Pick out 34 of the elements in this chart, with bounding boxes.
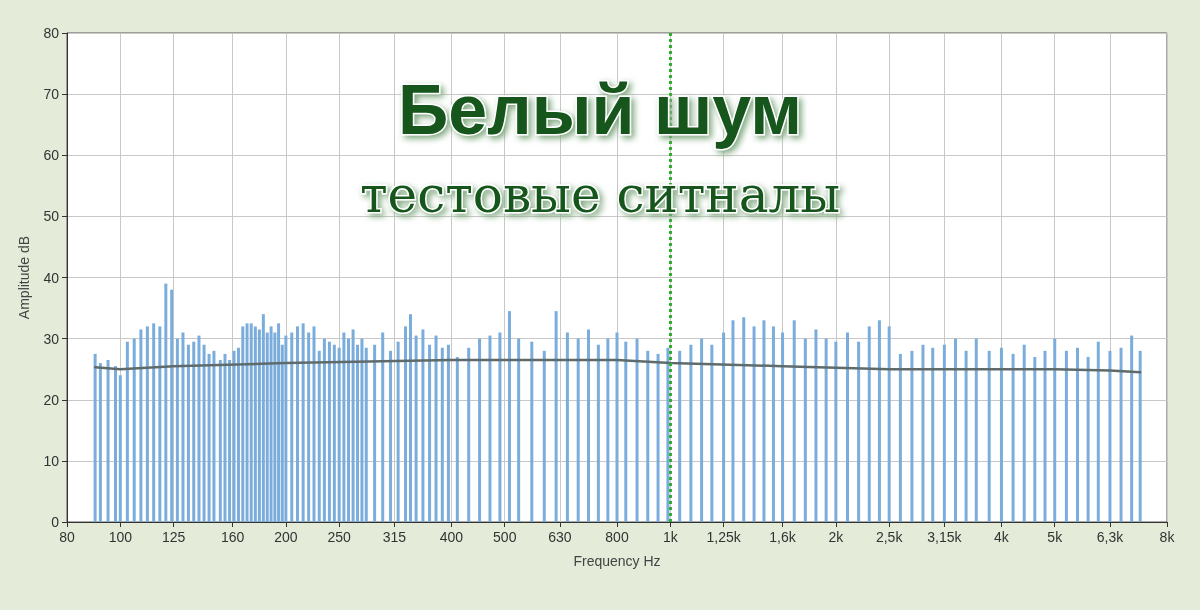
x-tick-label: 125 — [161, 529, 186, 545]
x-tick-label: 1k — [662, 529, 679, 545]
y-tick-label: 80 — [43, 25, 60, 41]
y-tick-label: 50 — [43, 208, 60, 225]
x-tick-label: 8k — [1159, 529, 1176, 545]
x-tick-label: 160 — [220, 529, 245, 545]
x-tick-label: 3,15k — [927, 529, 963, 545]
x-tick-label: 400 — [439, 529, 464, 545]
x-tick-label: 80 — [59, 529, 75, 545]
x-tick-label: 250 — [327, 529, 352, 545]
x-tick-label: 200 — [274, 529, 298, 545]
x-tick-label: 4k — [994, 529, 1010, 545]
x-tick-label: 630 — [548, 529, 572, 545]
y-tick-label: 0 — [51, 514, 60, 530]
x-tick-label: 1,25k — [706, 529, 742, 545]
y-tick-label: 40 — [43, 269, 60, 286]
x-tick-label: 315 — [382, 529, 407, 545]
x-tick-label: 500 — [493, 529, 517, 545]
x-tick-label: 6,3k — [1096, 529, 1125, 545]
x-axis-title: Frequency Hz — [573, 553, 661, 569]
y-tick-label: 20 — [43, 391, 60, 408]
x-tick-label: 5k — [1047, 529, 1064, 545]
x-tick-label: 2,5k — [875, 529, 904, 545]
x-tick-label: 2k — [828, 529, 845, 545]
text: Белый шум — [397, 71, 803, 149]
x-tick-label: 1,6k — [769, 529, 797, 545]
y-tick-label: 60 — [43, 147, 60, 164]
y-tick-label: 70 — [43, 86, 60, 103]
x-tick-label: 800 — [605, 529, 629, 545]
x-tick-label: 100 — [108, 529, 133, 545]
y-tick-label: 10 — [43, 452, 60, 469]
y-axis-title: Amplitude dB — [16, 235, 32, 320]
y-tick-label: 30 — [43, 330, 60, 347]
text: тестовые ситналы — [359, 166, 841, 224]
